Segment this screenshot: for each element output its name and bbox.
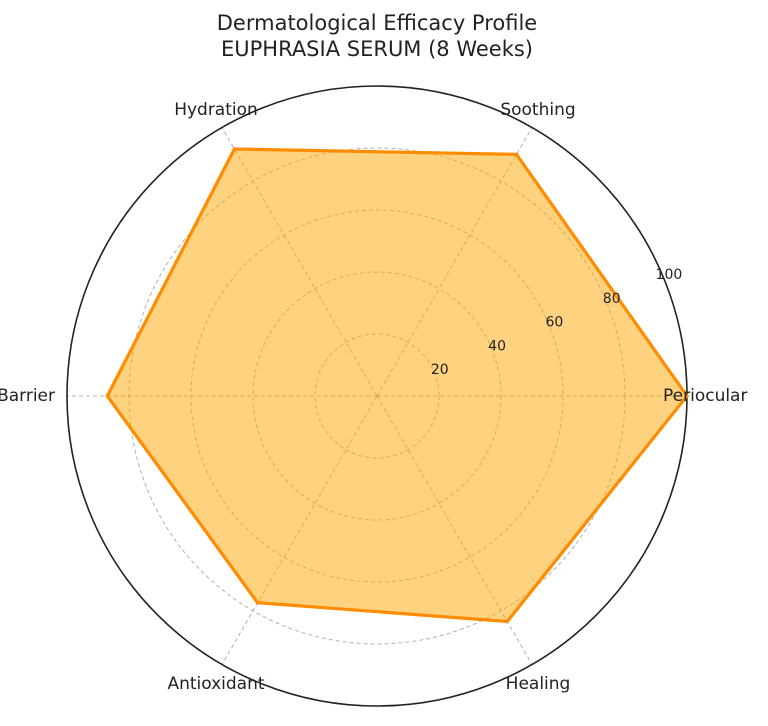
- series-layer: [105, 147, 689, 624]
- category-label-soothing: Soothing: [500, 100, 575, 120]
- r-tick-label-80: 80: [603, 291, 621, 307]
- data-point-hydration: [232, 147, 236, 151]
- category-label-antioxidant: Antioxidant: [167, 674, 264, 694]
- data-point-healing: [505, 619, 509, 624]
- chart-title: Dermatological Efficacy Profile: [217, 11, 537, 35]
- data-point-soothing: [514, 152, 519, 156]
- r-tick-label-60: 60: [545, 315, 563, 331]
- category-label-healing: Healing: [506, 674, 571, 694]
- r-tick-label-100: 100: [656, 267, 683, 283]
- data-point-periocular: [685, 394, 689, 398]
- data-point-antioxidant: [256, 601, 260, 605]
- category-label-periocular: Periocular: [663, 386, 747, 406]
- data-point-barrier: [105, 394, 109, 398]
- series-polygon-0: [105, 147, 689, 624]
- category-label-hydration: Hydration: [174, 100, 258, 120]
- r-tick-label-20: 20: [431, 362, 449, 378]
- chart-subtitle: EUPHRASIA SERUM (8 Weeks): [221, 37, 533, 61]
- r-tick-label-40: 40: [488, 338, 506, 354]
- label-layer: 20 40 60 80 100 Periocular Soothing Hydration Ba…: [0, 100, 747, 694]
- category-label-barrier: Barrier: [0, 386, 55, 406]
